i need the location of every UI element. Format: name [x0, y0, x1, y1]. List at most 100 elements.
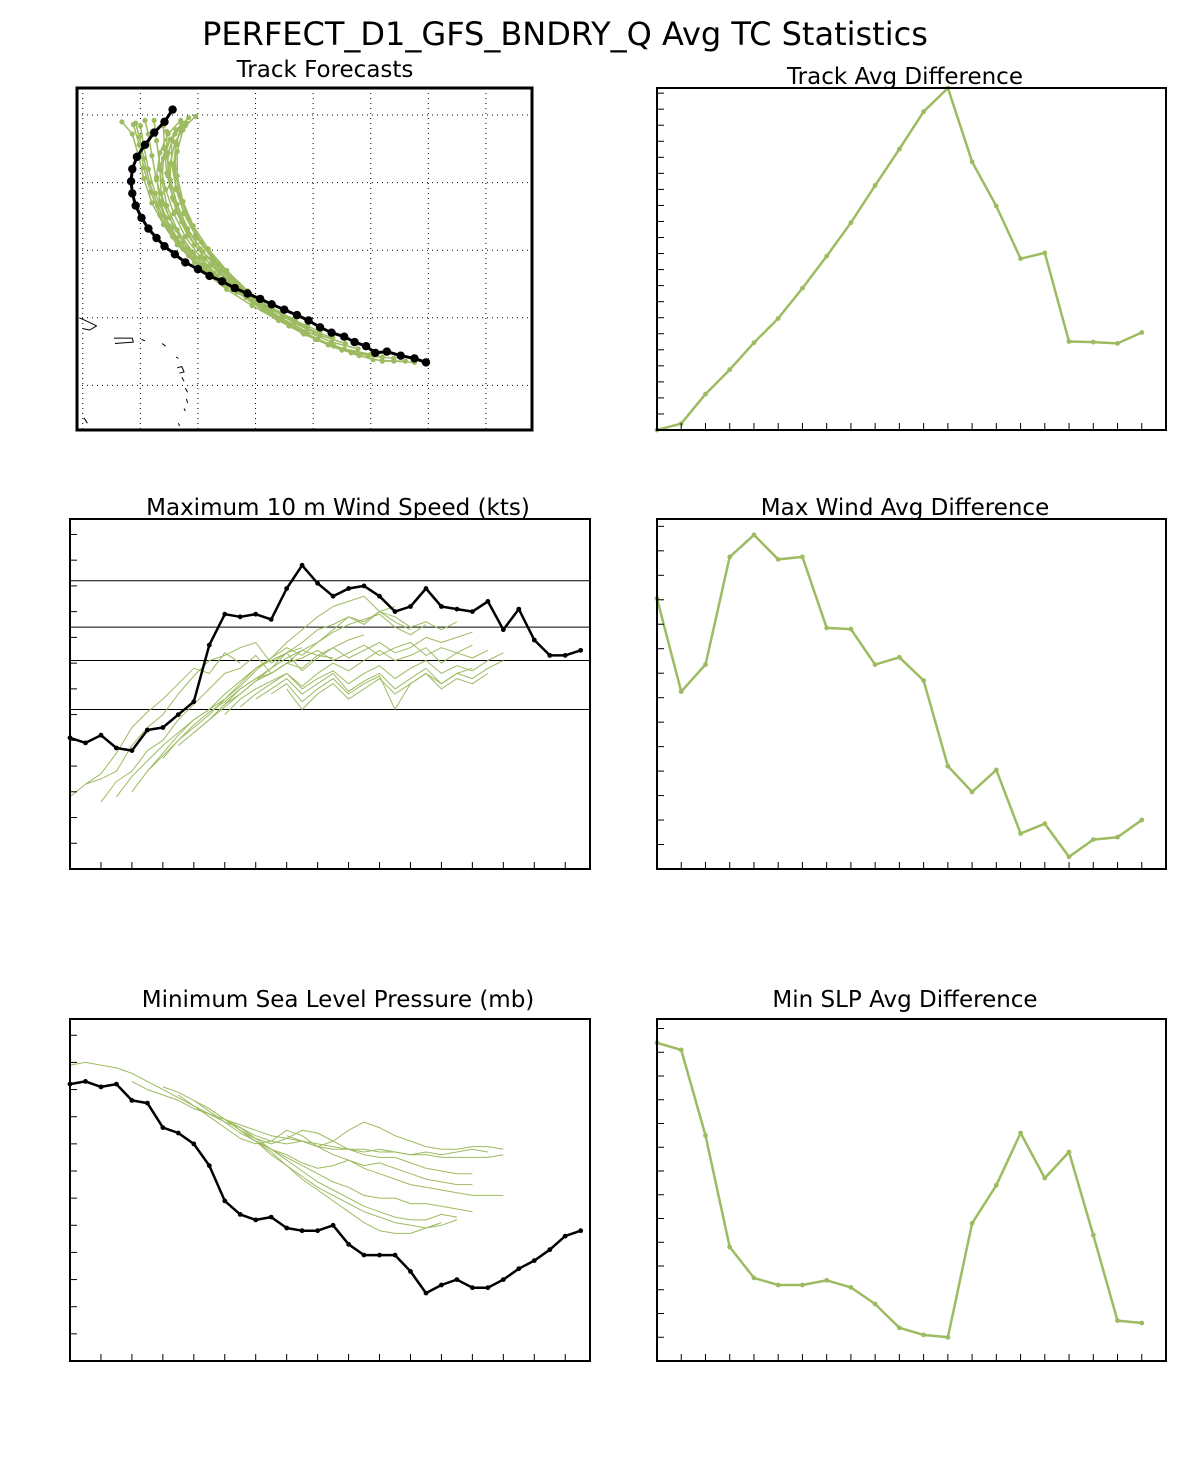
- forecast-track-point: [149, 200, 155, 206]
- min-slp-observed-point: [175, 1130, 181, 1136]
- min-slp-observed-point: [222, 1198, 228, 1204]
- forecast-track-point: [161, 146, 168, 152]
- observed-track-point: [144, 224, 153, 233]
- track-diff-point: [824, 253, 830, 259]
- observed-track-point: [243, 289, 252, 298]
- max-wind-observed-point: [237, 614, 243, 620]
- min-slp-avg-difference-title: Min SLP Avg Difference: [772, 987, 1037, 1013]
- slp-diff-point: [1042, 1175, 1048, 1181]
- slp-diff-point: [824, 1277, 830, 1283]
- forecast-track-point: [164, 170, 170, 176]
- max-wind-avg-difference-title: Max Wind Avg Difference: [761, 495, 1049, 521]
- max-wind-observed-point: [454, 606, 460, 612]
- observed-track-point: [140, 140, 150, 149]
- max-wind-observed-point: [500, 627, 506, 633]
- track-diff-point: [1042, 250, 1048, 256]
- observed-track-point: [160, 242, 169, 251]
- min-slp-panel: Minimum Sea Level Pressure (mb): [67, 987, 591, 1362]
- wind-diff-point: [848, 626, 854, 632]
- observed-track-point: [126, 177, 136, 186]
- max-wind-forecast-line: [69, 652, 241, 798]
- slp-diff-point: [775, 1282, 781, 1288]
- forecast-track-point: [172, 131, 178, 137]
- observed-track-point: [340, 332, 349, 341]
- forecast-track-point: [172, 166, 178, 172]
- island-coastline: [175, 356, 179, 359]
- min-slp-observed-point: [160, 1125, 166, 1130]
- max-wind-forecast-line: [270, 672, 489, 710]
- forecast-track-point: [160, 221, 166, 228]
- forecast-track-point: [193, 113, 199, 119]
- observed-track-point: [137, 213, 146, 222]
- track-diff-point: [1066, 339, 1072, 344]
- min-slp-forecast-line: [178, 1094, 473, 1186]
- slp-diff-point: [1018, 1130, 1023, 1136]
- min-slp-observed-point: [253, 1217, 259, 1223]
- min-slp-observed-point: [98, 1084, 104, 1090]
- wind-diff-point: [727, 554, 733, 560]
- forecast-track-line: [176, 129, 346, 345]
- max-wind-forecast-line: [177, 611, 458, 746]
- observed-track-point: [410, 354, 419, 363]
- track-diff-point: [751, 340, 757, 346]
- observed-track-point: [205, 271, 214, 281]
- observed-track-point: [170, 250, 180, 259]
- slp-diff-point: [848, 1285, 854, 1290]
- track-map-border: [75, 86, 534, 432]
- min-slp-forecast-line: [69, 1061, 504, 1158]
- island-coastline: [177, 423, 180, 427]
- min-slp-observed-point: [330, 1222, 336, 1228]
- track-diff-point: [775, 316, 781, 321]
- forecast-track-point: [149, 153, 155, 159]
- max-wind-observed-point: [253, 611, 259, 617]
- wind-diff-point: [993, 767, 999, 773]
- min-slp-observed-point: [191, 1141, 197, 1147]
- forecast-track-point: [193, 232, 199, 238]
- wind-diff-frame: [656, 518, 1167, 870]
- forecast-track-point: [180, 127, 186, 133]
- max-wind-forecast-line: [85, 642, 303, 785]
- forecast-track-point: [157, 162, 163, 168]
- max-wind-observed-point: [206, 642, 212, 648]
- observed-track-point: [421, 358, 431, 367]
- slp-diff-point: [897, 1325, 902, 1331]
- forecast-track-point: [227, 274, 233, 280]
- max-wind-observed-point: [299, 562, 305, 568]
- slp-diff-point: [1115, 1318, 1120, 1323]
- observed-track-point: [396, 351, 405, 360]
- forecast-track-point: [209, 254, 215, 260]
- forecast-track-point: [141, 176, 147, 182]
- max-wind-observed-point: [531, 637, 537, 643]
- max-wind-observed-point: [439, 604, 444, 609]
- forecast-track-point: [379, 358, 385, 364]
- max-wind-observed-point: [470, 609, 475, 614]
- forecast-track-point: [355, 346, 361, 352]
- track-diff-point: [848, 220, 854, 226]
- forecast-track-point: [173, 142, 179, 148]
- forecast-track-point: [168, 161, 175, 167]
- forecast-track-point: [141, 165, 147, 171]
- observed-track-point: [267, 300, 276, 309]
- max-wind-forecast-line: [224, 647, 489, 715]
- track-avg-difference-title: Track Avg Difference: [786, 64, 1023, 90]
- max-wind-speed-title: Maximum 10 m Wind Speed (kts): [146, 495, 530, 521]
- observed-track-point: [327, 328, 336, 337]
- wind-diff-point: [969, 789, 975, 795]
- min-slp-observed-point: [299, 1228, 305, 1234]
- slp-diff-point: [921, 1332, 926, 1338]
- wind-diff-point: [824, 625, 830, 631]
- track-forecasts-title: Track Forecasts: [236, 57, 414, 83]
- forecast-track-point: [129, 131, 135, 137]
- min-slp-observed-point: [284, 1225, 290, 1231]
- max-wind-forecast-line: [239, 652, 504, 708]
- max-wind-observed-point: [485, 599, 491, 604]
- observed-track-point: [150, 128, 159, 137]
- min-slp-observed-point: [145, 1100, 150, 1106]
- min-slp-observed-point: [485, 1285, 491, 1291]
- forecast-track-line: [173, 124, 359, 350]
- island-coastline: [177, 366, 185, 374]
- max-wind-forecast-line: [208, 642, 473, 721]
- island-coastline: [79, 317, 98, 331]
- max-wind-observed-point: [83, 740, 88, 746]
